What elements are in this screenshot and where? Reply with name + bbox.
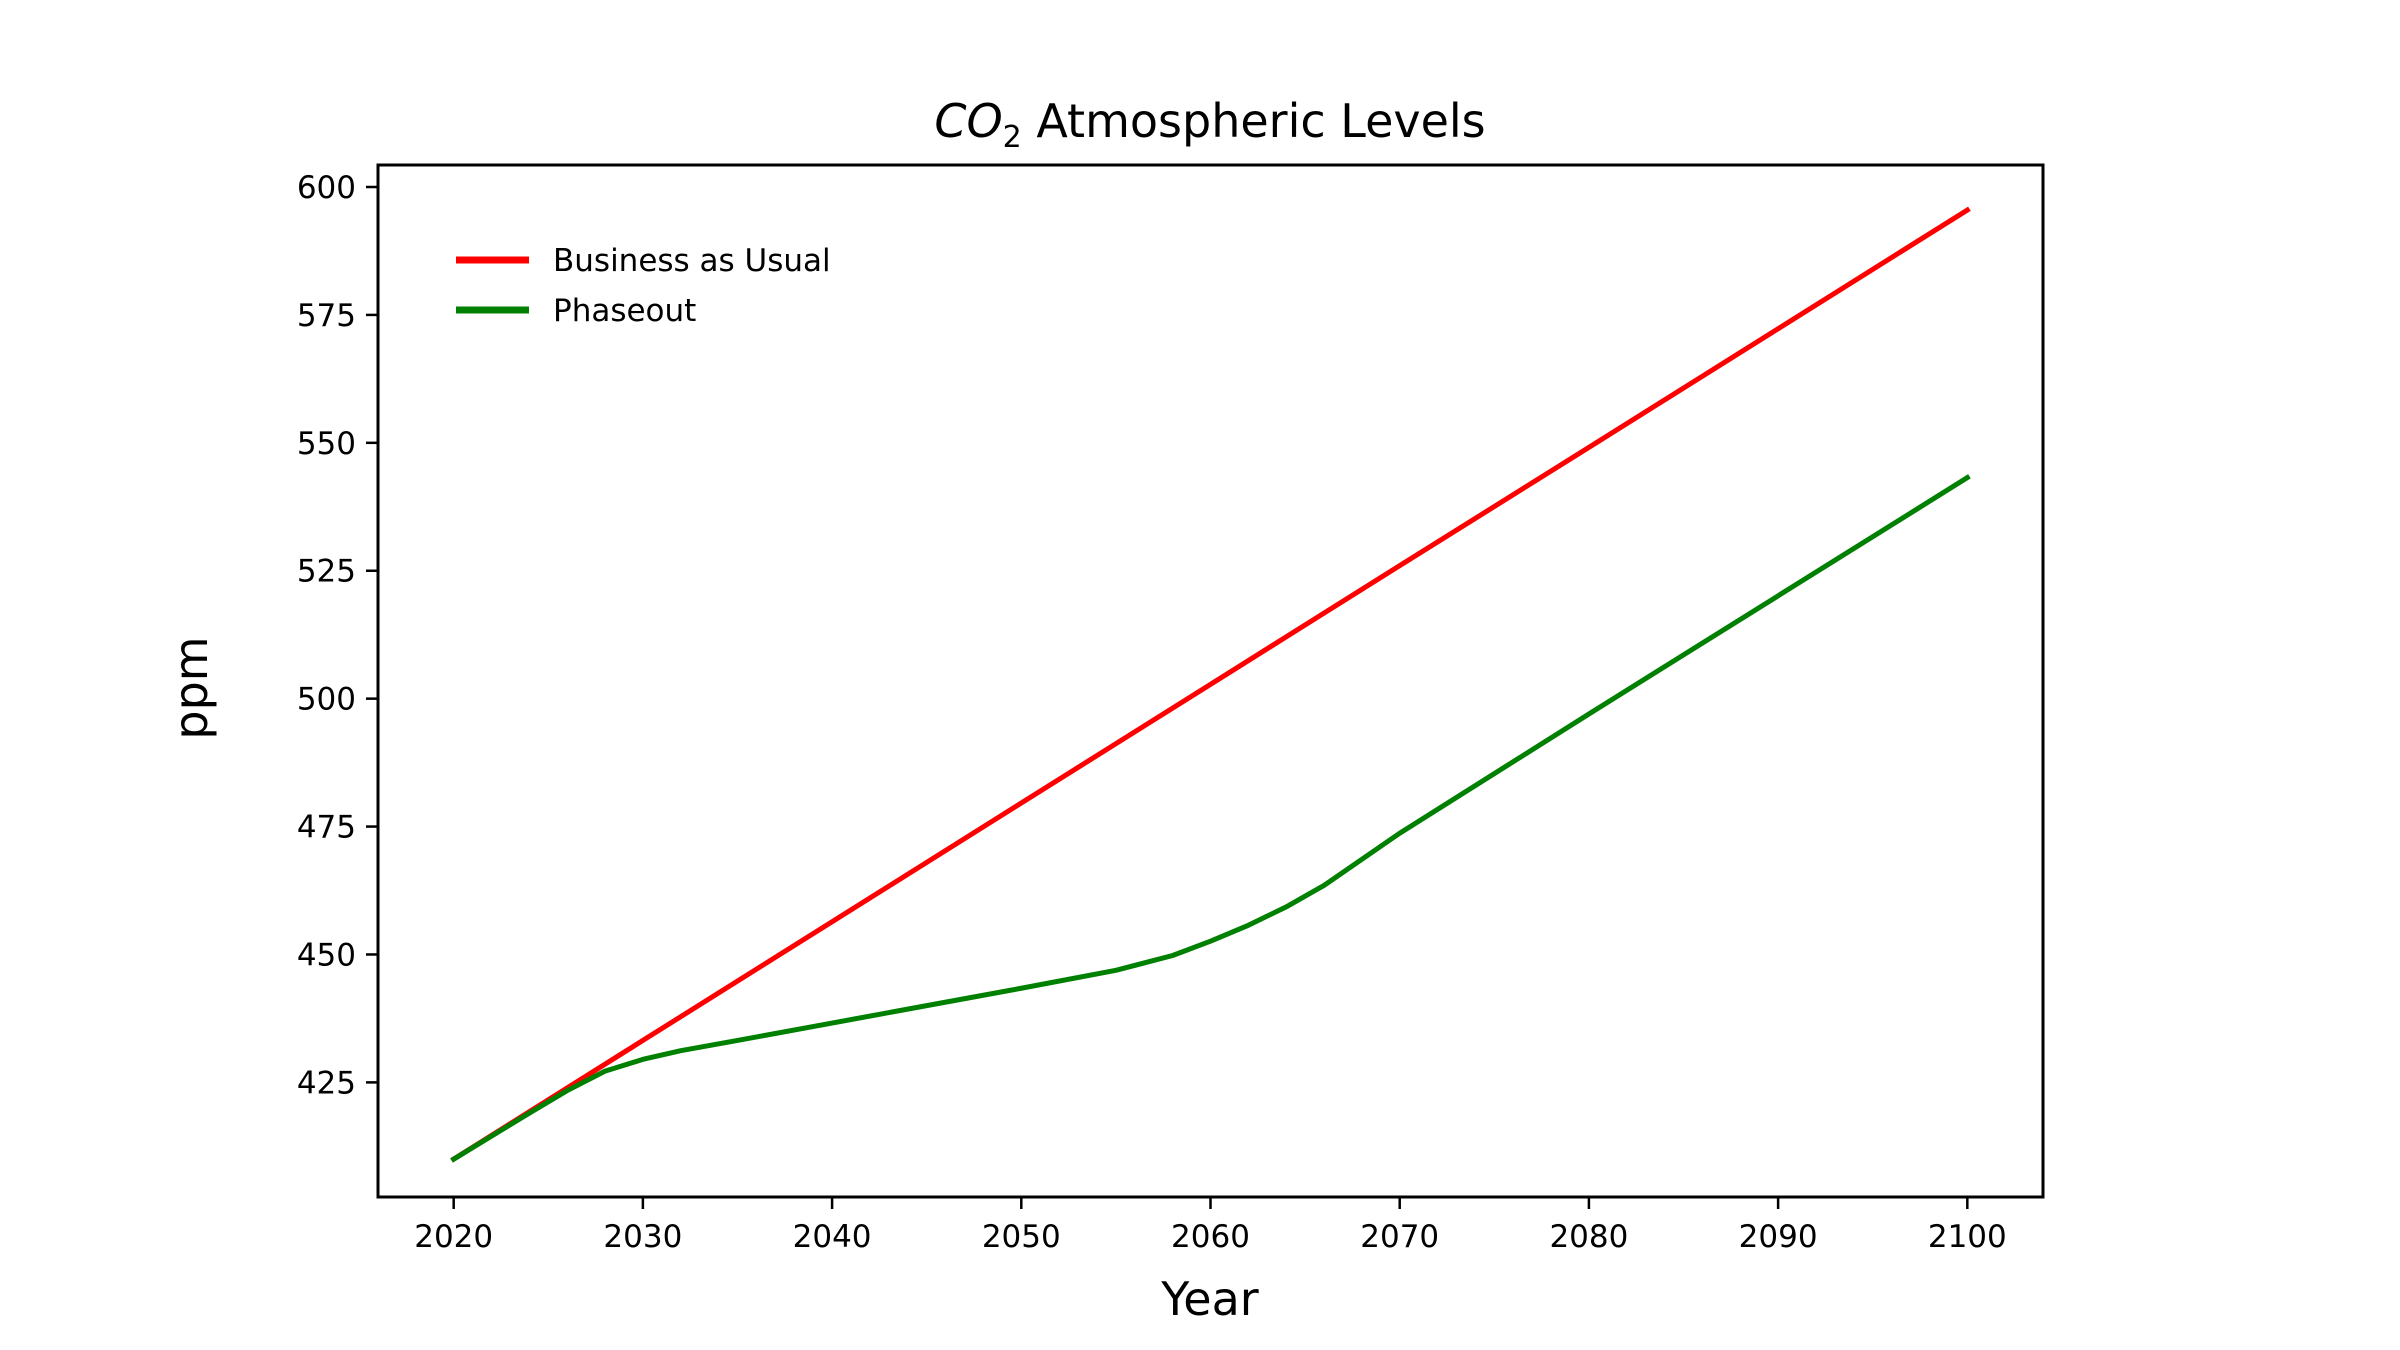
x-tick-label: 2100 <box>1928 1219 2007 1255</box>
chart-title: CO2 Atmospheric Levels <box>934 94 1485 155</box>
x-tick-label: 2070 <box>1360 1219 1439 1255</box>
series-line-business-as-usual <box>450 206 1971 1163</box>
y-axis-label: ppm <box>164 636 218 739</box>
series-line-phaseout <box>450 474 1971 1163</box>
plot-area: 2020 2030 2040 2050 2060 2070 2080 2090 2100 425 4… <box>297 163 2045 1255</box>
y-tick-label: 425 <box>297 1065 356 1101</box>
x-axis-label: Year <box>1160 1272 1258 1326</box>
x-tick-label: 2090 <box>1739 1219 1818 1255</box>
y-tick-label: 550 <box>297 426 356 462</box>
y-tick-label: 475 <box>297 810 356 846</box>
x-tick-label: 2030 <box>603 1219 682 1255</box>
y-tick-label: 600 <box>297 170 356 206</box>
x-tick-label: 2040 <box>793 1219 872 1255</box>
y-tick-label: 525 <box>297 554 356 590</box>
x-tick-label: 2060 <box>1171 1219 1250 1255</box>
x-tick-label: 2020 <box>414 1219 493 1255</box>
legend-label: Phaseout <box>553 293 696 329</box>
y-tick-label: 450 <box>297 937 356 973</box>
legend: Business as Usual Phaseout <box>456 243 831 329</box>
y-tick-label: 500 <box>297 682 356 718</box>
y-tick-label: 575 <box>297 298 356 334</box>
x-tick-label: 2080 <box>1549 1219 1628 1255</box>
x-tick-label: 2050 <box>982 1219 1061 1255</box>
legend-label: Business as Usual <box>553 243 831 279</box>
